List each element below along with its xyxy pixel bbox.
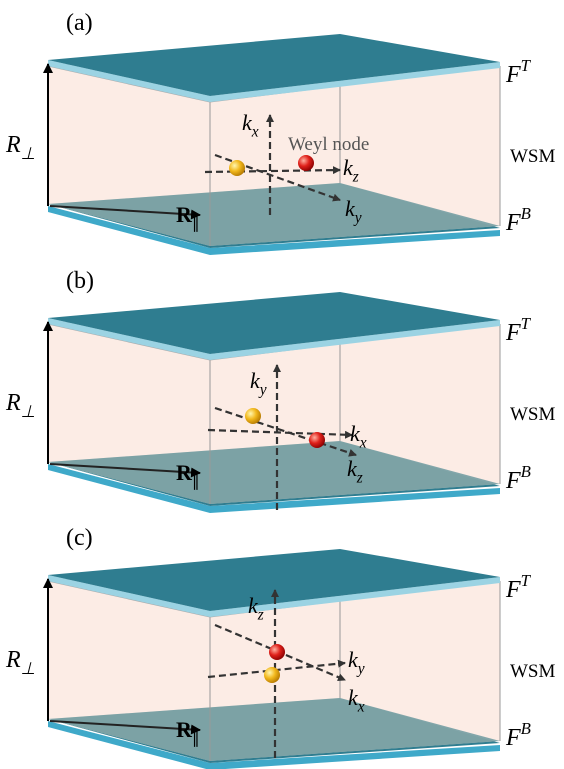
weyl-node-red — [298, 155, 314, 171]
axis-diagonal-label-sub: x — [357, 699, 365, 716]
r-perp-sub: ⊥ — [21, 402, 36, 421]
r-par-sub: ∥ — [192, 731, 200, 748]
top-plate-label-sup: T — [521, 314, 532, 333]
bottom-plate-label-sup: B — [521, 462, 531, 481]
axis-vertical-label-sub: y — [258, 382, 267, 399]
r-perp: R⊥ — [5, 132, 35, 163]
top-plate-label-sup: T — [521, 571, 532, 590]
bottom-plate-label: FB — [505, 204, 531, 236]
axis-vertical-label-sub: z — [257, 607, 264, 624]
r-par-base: R — [176, 717, 193, 742]
r-perp: R⊥ — [5, 390, 35, 421]
r-par-sub: ∥ — [192, 216, 200, 233]
r-perp-sub: ⊥ — [21, 659, 36, 678]
axis-vertical-label-sub: x — [251, 124, 259, 141]
top-plate-label-base: F — [505, 62, 521, 88]
material-label: WSM — [510, 146, 556, 167]
axis-diagonal-label-sub: z — [356, 470, 363, 487]
top-plate-label-sup: T — [521, 56, 532, 75]
r-perp-base: R — [5, 647, 21, 673]
weyl-node-yellow — [245, 408, 261, 424]
weyl-node-red — [269, 644, 285, 660]
r-perp-base: R — [5, 132, 21, 158]
bottom-plate-label: FB — [505, 719, 531, 751]
figure: (a)R⊥R∥kxkzkyWeyl nodeFTWSMFB(b)R⊥R∥kykx… — [0, 0, 564, 769]
bottom-plate-label-base: F — [505, 468, 521, 494]
panel-label: (b) — [66, 268, 94, 294]
weyl-node-yellow — [264, 667, 280, 683]
axis-horizontal-label-sub: x — [359, 435, 367, 452]
bottom-plate-label-base: F — [505, 210, 521, 236]
material-label: WSM — [510, 404, 556, 425]
panel-label: (a) — [66, 10, 93, 36]
top-plate-label-base: F — [505, 320, 521, 346]
top-plate-label-base: F — [505, 577, 521, 603]
axis-horizontal-label-sub: y — [356, 661, 365, 678]
material-label: WSM — [510, 661, 556, 682]
axis-diagonal-label-sub: y — [353, 210, 362, 227]
bottom-plate-label-sup: B — [521, 719, 531, 738]
bottom-plate-label: FB — [505, 462, 531, 494]
r-par-base: R — [176, 202, 193, 227]
top-plate-label: FT — [505, 571, 532, 603]
panel-label: (c) — [66, 525, 93, 551]
annotation: Weyl node — [288, 134, 369, 155]
weyl-node-red — [309, 432, 325, 448]
bottom-plate-label-sup: B — [521, 204, 531, 223]
top-plate-label: FT — [505, 56, 532, 88]
r-par-base: R — [176, 460, 193, 485]
r-perp: R⊥ — [5, 647, 35, 678]
r-perp-base: R — [5, 390, 21, 416]
r-perp-sub: ⊥ — [21, 144, 36, 163]
r-par-sub: ∥ — [192, 474, 200, 491]
top-plate-label: FT — [505, 314, 532, 346]
bottom-plate-label-base: F — [505, 725, 521, 751]
axis-horizontal-label-sub: z — [352, 169, 359, 186]
weyl-node-yellow — [229, 160, 245, 176]
